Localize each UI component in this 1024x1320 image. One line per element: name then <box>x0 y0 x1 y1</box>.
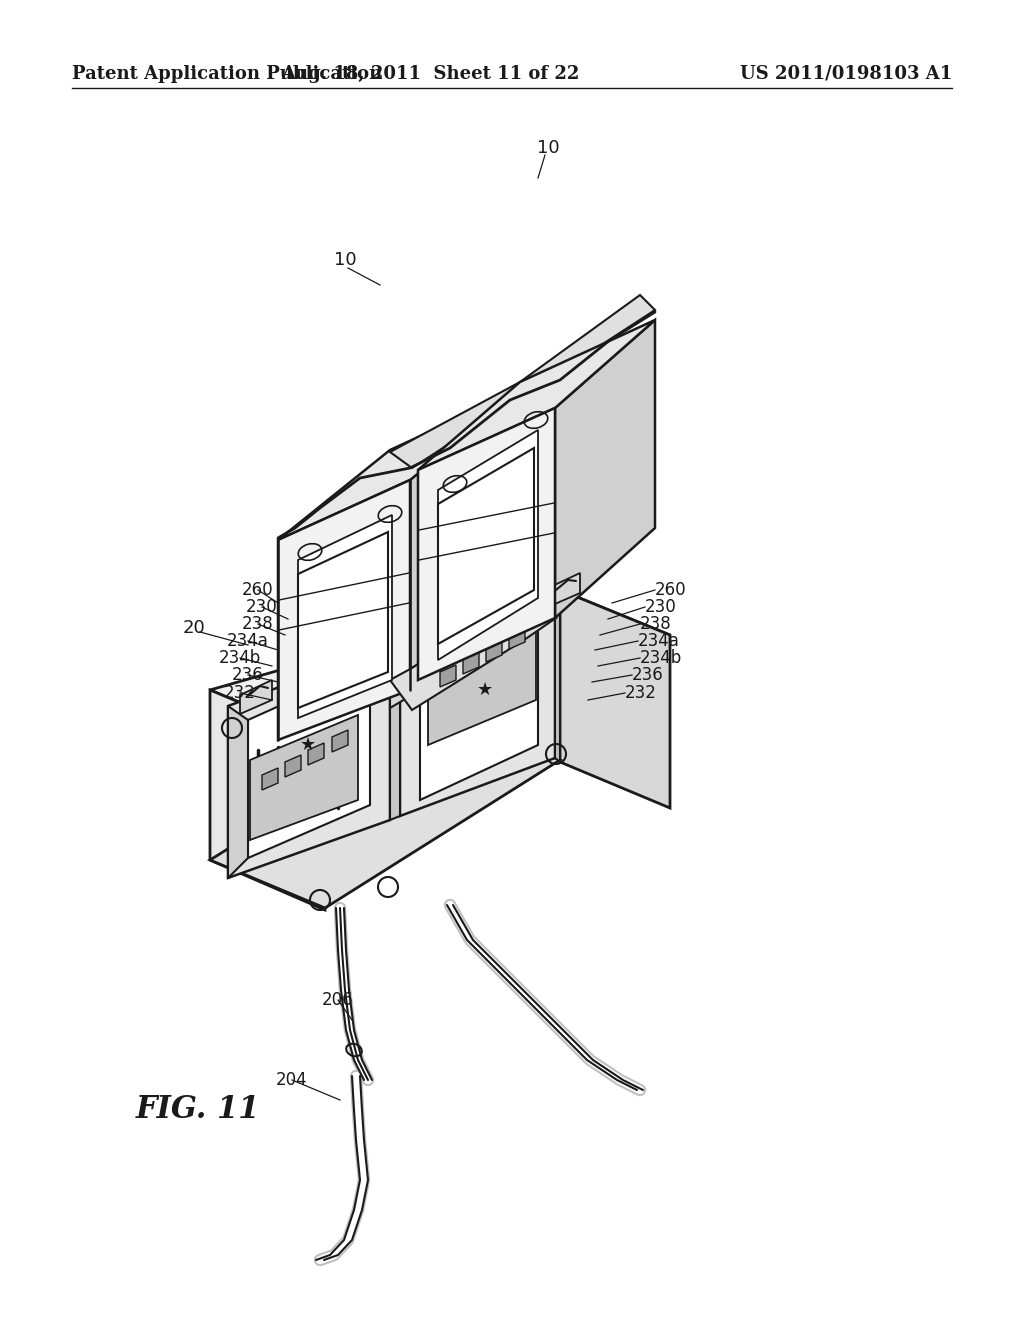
Polygon shape <box>228 645 390 878</box>
Text: Aug. 18, 2011  Sheet 11 of 22: Aug. 18, 2011 Sheet 11 of 22 <box>281 65 580 83</box>
Polygon shape <box>390 294 655 469</box>
Text: 204: 204 <box>276 1071 308 1089</box>
Polygon shape <box>420 601 538 800</box>
Polygon shape <box>418 408 555 680</box>
Text: 230: 230 <box>645 598 677 616</box>
Polygon shape <box>390 644 400 820</box>
Polygon shape <box>308 743 324 766</box>
Text: 234b: 234b <box>640 649 682 667</box>
Text: FIG. 11: FIG. 11 <box>136 1094 260 1126</box>
Polygon shape <box>262 768 278 789</box>
Polygon shape <box>210 711 560 908</box>
Text: 260: 260 <box>243 581 273 599</box>
Polygon shape <box>390 598 556 710</box>
Polygon shape <box>555 586 560 762</box>
Polygon shape <box>248 665 370 858</box>
Text: 20: 20 <box>182 619 206 638</box>
Polygon shape <box>240 680 272 714</box>
Polygon shape <box>285 755 301 777</box>
Text: 232: 232 <box>625 684 656 702</box>
Polygon shape <box>560 590 670 808</box>
Text: 234b: 234b <box>219 649 261 667</box>
Polygon shape <box>278 480 410 741</box>
Text: 206: 206 <box>323 991 354 1008</box>
Polygon shape <box>440 665 456 686</box>
Polygon shape <box>298 532 388 708</box>
Polygon shape <box>418 319 655 470</box>
Polygon shape <box>390 668 412 708</box>
Text: Patent Application Publication: Patent Application Publication <box>72 65 382 83</box>
Text: 10: 10 <box>537 139 559 157</box>
Polygon shape <box>438 447 534 644</box>
Text: ★: ★ <box>477 681 494 700</box>
Text: 230: 230 <box>246 598 278 616</box>
Polygon shape <box>509 627 525 649</box>
Polygon shape <box>555 319 655 618</box>
Polygon shape <box>400 586 555 816</box>
Polygon shape <box>332 730 348 752</box>
Text: 260: 260 <box>655 581 687 599</box>
Polygon shape <box>428 610 536 744</box>
Text: 10: 10 <box>334 251 356 269</box>
Polygon shape <box>250 715 358 840</box>
Text: 236: 236 <box>232 667 264 684</box>
Polygon shape <box>298 515 392 718</box>
Polygon shape <box>463 652 479 675</box>
Polygon shape <box>486 640 502 663</box>
Polygon shape <box>228 706 248 878</box>
Polygon shape <box>438 430 538 660</box>
Text: 234a: 234a <box>227 632 269 649</box>
Text: 232: 232 <box>224 684 256 702</box>
Text: 236: 236 <box>632 667 664 684</box>
Polygon shape <box>548 573 580 607</box>
Polygon shape <box>210 690 325 909</box>
Text: US 2011/0198103 A1: US 2011/0198103 A1 <box>739 65 952 83</box>
Polygon shape <box>412 601 520 696</box>
Text: 234a: 234a <box>638 632 680 649</box>
Text: 238: 238 <box>242 615 273 634</box>
Polygon shape <box>410 389 520 690</box>
Text: 238: 238 <box>640 615 672 634</box>
Polygon shape <box>210 590 670 738</box>
Polygon shape <box>278 389 520 540</box>
Text: ★: ★ <box>300 737 316 754</box>
